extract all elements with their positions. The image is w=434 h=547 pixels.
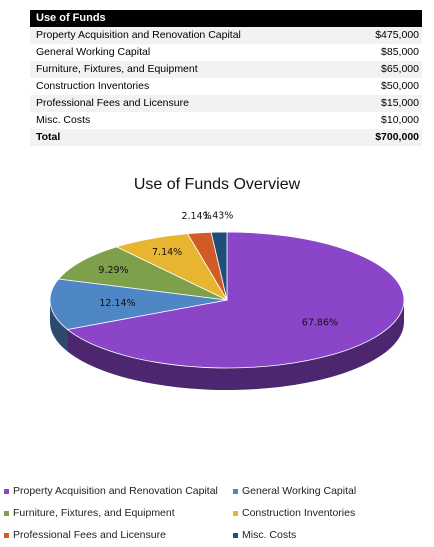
row-label: Property Acquisition and Renovation Capi… (36, 29, 241, 41)
row-value: $10,000 (381, 114, 419, 126)
pie-data-label: 2.14% (181, 211, 211, 222)
pie-data-label: 9.29% (98, 265, 128, 276)
legend-swatch (4, 488, 9, 494)
pie-data-label: 67.86% (302, 317, 338, 328)
row-label: Furniture, Fixtures, and Equipment (36, 63, 198, 75)
table-row: General Working Capital $85,000 (30, 44, 422, 61)
pie-slice (210, 231, 228, 301)
pie-labels: 67.86% 12.14% 9.29% 7.14% 2.14%1.43% (98, 210, 338, 328)
legend-item: Furniture, Fixtures, and Equipment (4, 502, 233, 524)
legend-swatch (4, 532, 9, 538)
table-row: Misc. Costs $10,000 (30, 112, 422, 129)
table-header: Use of Funds (30, 10, 422, 27)
pie-chart: 67.86% 12.14% 9.29% 7.14% 2.14%1.43% (49, 210, 405, 390)
legend-swatch (233, 510, 238, 516)
table-row: Construction Inventories $50,000 (30, 78, 422, 95)
legend-label: Furniture, Fixtures, and Equipment (13, 507, 175, 519)
use-of-funds-table: Use of Funds Property Acquisition and Re… (30, 10, 422, 146)
legend-swatch (4, 510, 9, 516)
total-value: $700,000 (375, 131, 419, 143)
table-row: Furniture, Fixtures, and Equipment $65,0… (30, 61, 422, 78)
row-label: Misc. Costs (36, 114, 91, 126)
legend-item: Misc. Costs (233, 524, 296, 546)
row-value: $475,000 (375, 29, 419, 41)
legend-swatch (233, 532, 238, 538)
legend-item: General Working Capital (233, 480, 356, 502)
pie-tops (49, 231, 405, 369)
legend-item: Professional Fees and Licensure (4, 524, 233, 546)
pie-slice (49, 278, 228, 330)
table-row: Professional Fees and Licensure $15,000 (30, 95, 422, 112)
pie-slice (66, 231, 405, 369)
legend-label: Professional Fees and Licensure (13, 529, 166, 541)
pie-slice (57, 246, 228, 301)
row-value: $65,000 (381, 63, 419, 75)
row-value: $85,000 (381, 46, 419, 58)
pie-sides (50, 300, 405, 390)
legend-label: Misc. Costs (242, 529, 297, 541)
table-row: Property Acquisition and Renovation Capi… (30, 27, 422, 44)
pie-data-label: 1.43% (203, 210, 233, 221)
legend-label: Construction Inventories (242, 507, 356, 519)
legend-item: Property Acquisition and Renovation Capi… (4, 480, 233, 502)
table-total-row: Total $700,000 (30, 129, 422, 146)
total-label: Total (36, 131, 61, 143)
row-value: $15,000 (381, 97, 419, 109)
pie-data-label: 12.14% (99, 298, 135, 309)
legend-item: Construction Inventories (233, 502, 355, 524)
pie-slice-side (67, 300, 405, 390)
pie-data-label: 7.14% (152, 247, 182, 258)
table-body: Property Acquisition and Renovation Capi… (30, 27, 422, 146)
chart-legend: Property Acquisition and Renovation Capi… (4, 480, 434, 546)
legend-label: Property Acquisition and Renovation Capi… (13, 485, 218, 497)
legend-swatch (233, 488, 238, 494)
row-label: Professional Fees and Licensure (36, 97, 189, 109)
legend-label: General Working Capital (242, 485, 357, 497)
chart-title: Use of Funds Overview (133, 176, 301, 193)
pie-slice-side (50, 300, 68, 352)
row-label: Construction Inventories (36, 80, 150, 92)
row-label: General Working Capital (36, 46, 151, 58)
row-value: $50,000 (381, 80, 419, 92)
